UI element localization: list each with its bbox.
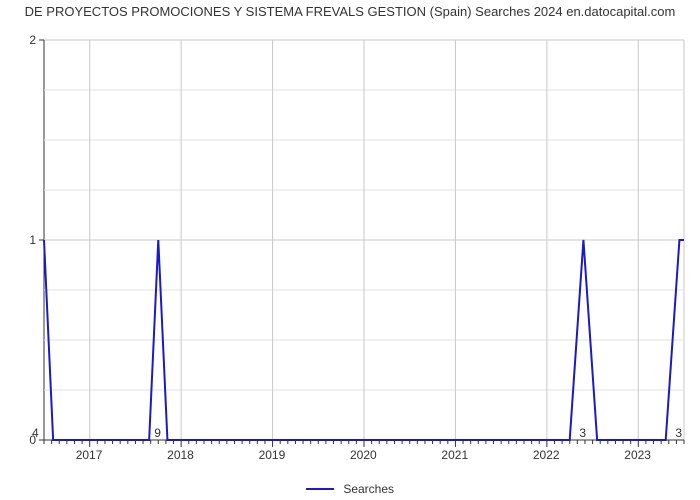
legend: Searches <box>0 481 700 496</box>
x-tick-label: 2019 <box>259 448 286 462</box>
legend-label: Searches <box>343 482 394 496</box>
chart-title: DE PROYECTOS PROMOCIONES Y SISTEMA FREVA… <box>0 4 700 20</box>
chart-container: DE PROYECTOS PROMOCIONES Y SISTEMA FREVA… <box>0 0 700 500</box>
x-tick-label: 2020 <box>350 448 377 462</box>
plot-area <box>44 40 684 440</box>
x-tick-label: 2017 <box>76 448 103 462</box>
x-tick-label: 2022 <box>533 448 560 462</box>
data-point-label: 4 <box>32 426 39 440</box>
legend-line-icon <box>306 488 334 490</box>
data-point-label: 9 <box>154 426 161 440</box>
y-tick-label: 2 <box>29 33 36 47</box>
x-tick-label: 2023 <box>624 448 651 462</box>
data-point-label: 3 <box>579 426 586 440</box>
x-tick-label: 2021 <box>441 448 468 462</box>
data-point-label: 3 <box>675 426 682 440</box>
y-tick-label: 1 <box>29 233 36 247</box>
x-tick-label: 2018 <box>167 448 194 462</box>
